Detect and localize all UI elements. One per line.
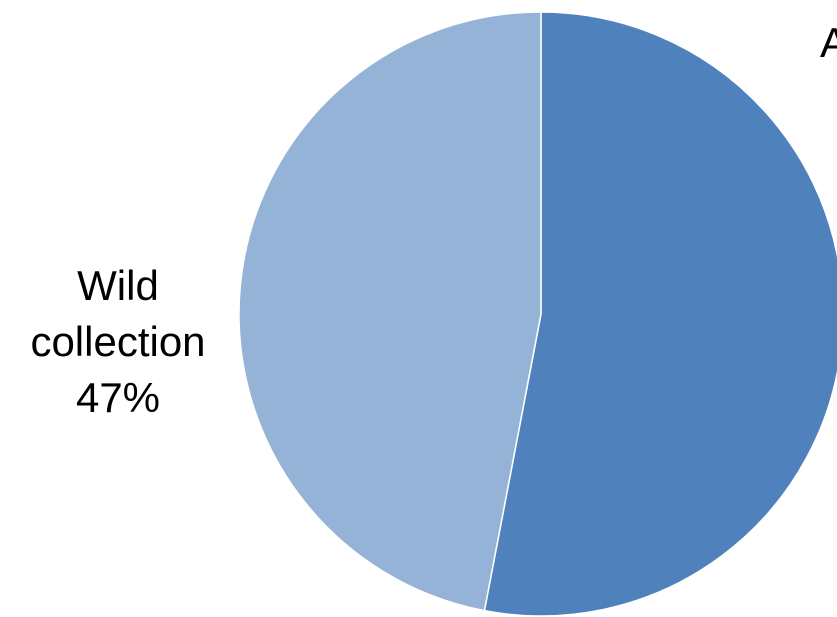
slices-layer — [238, 11, 837, 617]
pie-slice-1 — [238, 11, 542, 612]
slice-label-wild-line1: Wild — [77, 262, 159, 309]
pie-slice-0 — [483, 11, 837, 617]
slice-label-a: A — [820, 19, 837, 66]
slice-label-wild-percent: 47% — [76, 374, 160, 421]
slice-label-wild-line2: collection — [30, 318, 205, 365]
